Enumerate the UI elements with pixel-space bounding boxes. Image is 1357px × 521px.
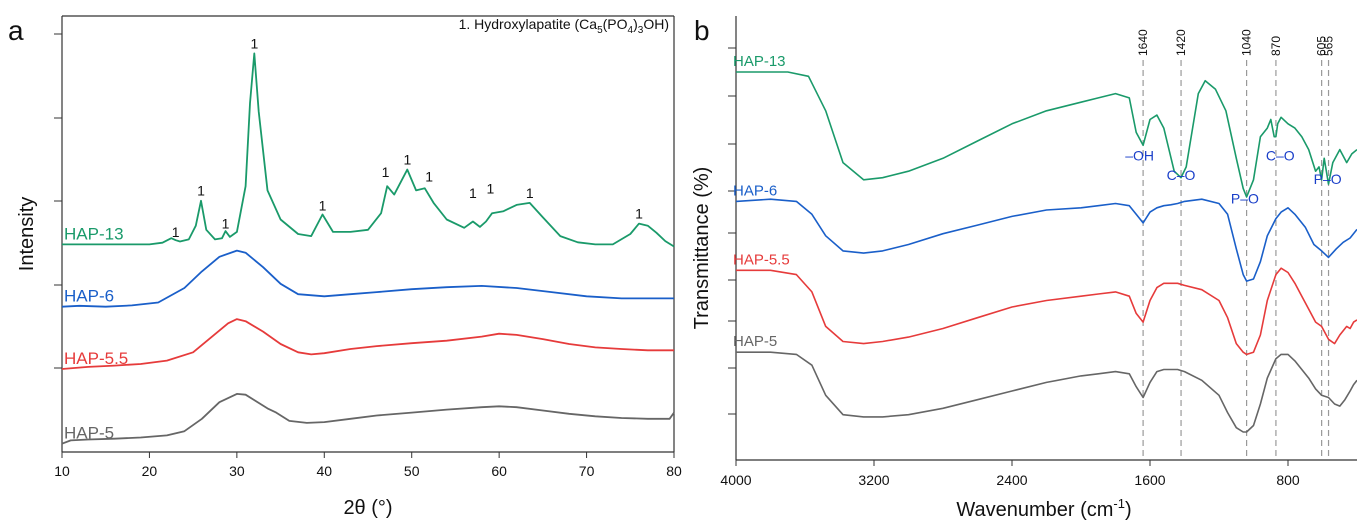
- panel-a-peak-marker: 1: [635, 206, 643, 222]
- panel-a-series-line-hap-5: [61, 393, 675, 445]
- panel-a-x-tick-label: 50: [404, 463, 420, 479]
- panel-b-series-label: HAP-13: [733, 53, 786, 70]
- panel-a-x-tick-label: 10: [54, 463, 70, 479]
- panel-b-annotation: C–O: [1266, 147, 1295, 163]
- panel-a-y-ticks: [54, 33, 62, 369]
- panel-b-x-tick-label: 2400: [996, 472, 1027, 488]
- panel-b-y-ticks: [728, 47, 736, 415]
- panel-b-reference-label: 565: [1322, 36, 1336, 56]
- panel-a-peak-marker: 1: [425, 168, 433, 184]
- panel-b-series-line-hap-5: [736, 351, 1357, 433]
- panel-a-peak-marker: 1: [382, 164, 390, 180]
- panel-a-x-tick-label: 60: [491, 463, 507, 479]
- panel-b-y-axis-title: Transmittance (%): [691, 167, 713, 330]
- panel-a-x-tick-label: 40: [316, 463, 332, 479]
- panel-a-legend-text: 1. Hydroxylapatite (Ca5(PO4)3OH): [459, 16, 669, 36]
- panel-b-x-tick-label: 3200: [858, 472, 889, 488]
- panel-a-series-line-hap-5.5: [61, 318, 674, 370]
- panel-a-peak-marker: 1: [403, 152, 411, 168]
- panel-b-x-axis-title: Wavenumber (cm-1): [956, 496, 1131, 521]
- panel-a-series-label: HAP-5.5: [64, 349, 128, 368]
- panel-a-peak-marker: 1: [469, 185, 477, 201]
- panel-b-series-line-hap-13: [736, 71, 1357, 198]
- panel-b-series-line-hap-5.5: [736, 267, 1357, 356]
- panel-a-label: a: [8, 15, 24, 46]
- panel-a-series-label: HAP-6: [64, 287, 114, 306]
- panel-b-series: [735, 71, 1357, 433]
- panel-b-annotations: –OH C–O C–O P–O P–O: [1125, 147, 1342, 206]
- panel-a-x-tick-label: 70: [579, 463, 595, 479]
- panel-b-annotation: P–O: [1231, 191, 1259, 207]
- panel-b-series-label: HAP-5: [733, 333, 777, 350]
- panel-b-annotation: C–O: [1167, 167, 1196, 183]
- panel-b-annotation: P–O: [1314, 171, 1342, 187]
- panel-b-x-ticks: 4000 3200 2400 1600 800: [720, 460, 1300, 488]
- panel-a-peak-marker: 1: [222, 216, 230, 232]
- panel-b-series-labels: HAP-13 HAP-6 HAP-5.5 HAP-5: [733, 53, 790, 350]
- panel-a-peak-marker: 1: [487, 181, 495, 197]
- panel-b-reference-label: 870: [1269, 36, 1283, 56]
- panel-a-x-tick-label: 30: [229, 463, 245, 479]
- panel-a-x-axis-title: 2θ (°): [343, 497, 392, 519]
- panel-b-reference-label: 605: [1315, 36, 1329, 56]
- panel-a-series-line-hap-6: [61, 249, 674, 308]
- panel-b-annotation: –OH: [1125, 147, 1154, 163]
- panel-a-peak-marker: 1: [197, 182, 205, 198]
- panel-a-peak-marker: 1: [526, 185, 534, 201]
- panel-a-series-line-hap-13: [62, 52, 675, 248]
- panel-a-x-tick-label: 80: [666, 463, 682, 479]
- panel-a-x-ticks: 10 20 30 40 50 60 70 80: [54, 452, 682, 479]
- panel-a-series-labels: HAP-13 HAP-6 HAP-5.5 HAP-5: [64, 224, 128, 442]
- panel-b-series-label: HAP-6: [733, 182, 777, 199]
- panel-b-x-tick-label: 1600: [1134, 472, 1165, 488]
- panel-b-reference-label: 1640: [1136, 29, 1150, 56]
- panel-a-peak-marker: 1: [250, 35, 258, 51]
- panel-a-x-tick-label: 20: [142, 463, 158, 479]
- panel-a-peak-marker: 1: [172, 224, 180, 240]
- panel-b-series-line-hap-6: [735, 198, 1357, 282]
- panel-a-peak-marker: 1: [319, 197, 327, 213]
- panel-a-series: [61, 52, 675, 445]
- panel-b-reference-label: 1420: [1174, 29, 1188, 56]
- panel-a-series-label: HAP-13: [64, 224, 124, 243]
- panel-a-series-label: HAP-5: [64, 424, 114, 443]
- panel-b-label: b: [694, 15, 710, 46]
- panel-b-x-tick-label: 800: [1276, 472, 1300, 488]
- panel-b-x-tick-label: 4000: [720, 472, 751, 488]
- panel-b-reference-label: 1040: [1240, 29, 1254, 56]
- panel-a-y-axis-title: Intensity: [16, 197, 38, 271]
- panel-b-series-label: HAP-5.5: [733, 251, 790, 268]
